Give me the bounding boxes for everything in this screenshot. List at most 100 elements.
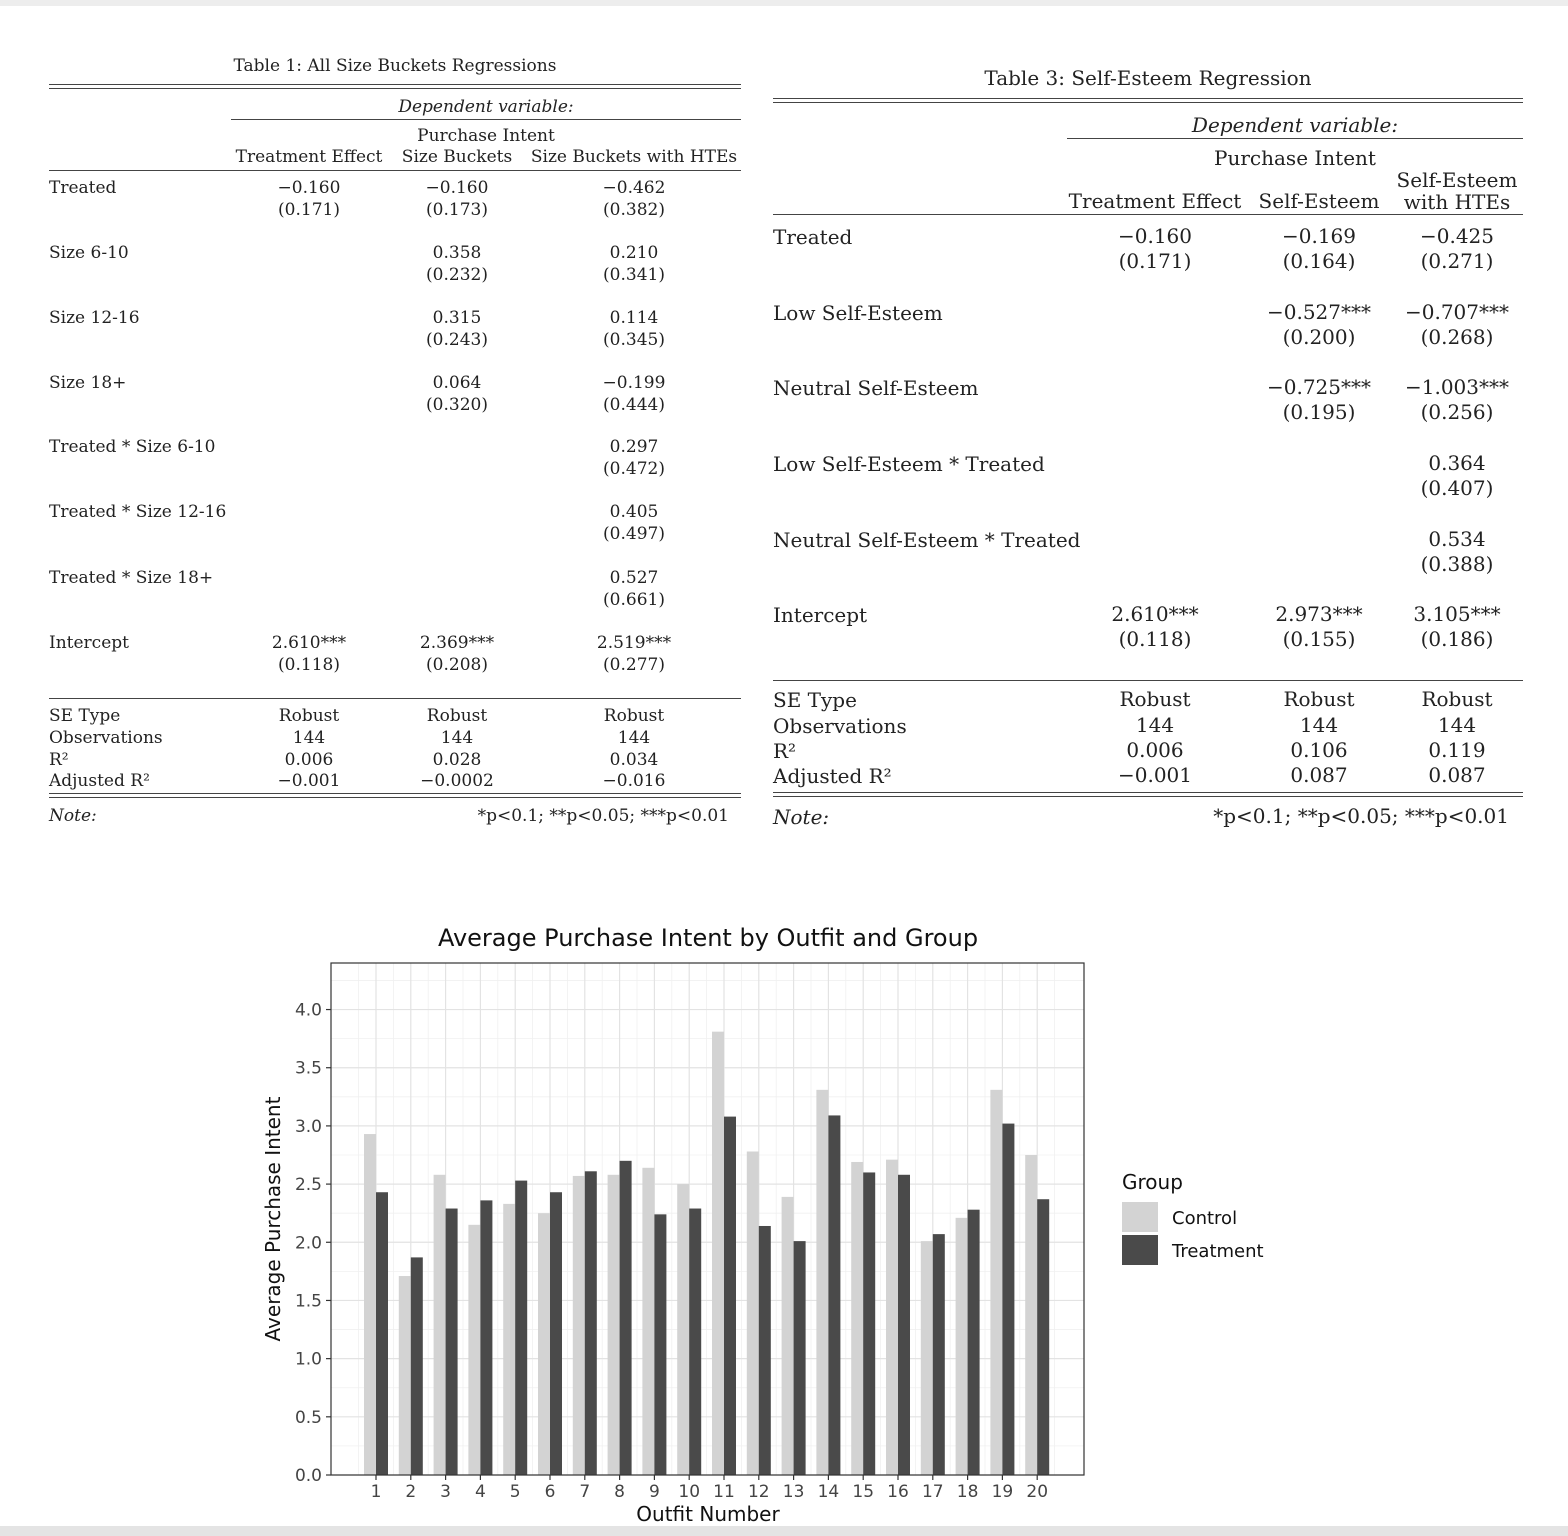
table-3-coef: −0.169: [1281, 224, 1356, 248]
table-3-se: (0.271): [1420, 249, 1494, 273]
table-1-bottom-rule-2: [49, 797, 741, 798]
bar-control-outfit-7: [572, 1175, 585, 1475]
x-tick-label: 10: [678, 1482, 700, 1502]
bar-treatment-outfit-3: [445, 1208, 458, 1475]
table-3-title: Table 3: Self-Esteem Regression: [984, 66, 1312, 90]
table-3-note-label: Note:: [773, 805, 830, 829]
table-3: Table 3: Self-Esteem Regression Dependen…: [773, 0, 1523, 840]
table-1-stat-value: −0.016: [602, 771, 666, 791]
table-1-note-text: *p<0.1; **p<0.05; ***p<0.01: [477, 806, 729, 826]
table-1-top-rule-2: [49, 88, 741, 89]
table-1-bottom-rule: [49, 793, 741, 794]
x-tick-label: 16: [887, 1482, 909, 1502]
table-1-se: (0.661): [603, 590, 665, 610]
table-3-se: (0.256): [1420, 400, 1494, 424]
bar-treatment-outfit-18: [967, 1209, 980, 1475]
chart-title: Average Purchase Intent by Outfit and Gr…: [438, 924, 978, 952]
table-1-top-rule: [49, 84, 741, 85]
bar-treatment-outfit-12: [758, 1225, 771, 1475]
bar-treatment-outfit-4: [480, 1200, 493, 1475]
table-3-dep-var-label: Dependent variable:: [1191, 113, 1399, 137]
bar-control-outfit-9: [642, 1167, 655, 1475]
table-3-coef: −0.725***: [1266, 375, 1371, 399]
table-1-stat-value: Robust: [278, 706, 340, 726]
bar-treatment-outfit-17: [932, 1234, 945, 1475]
x-axis: 1 2 3 4 5 6 7 8 9 10 11 12 13 14 15 16 17 18 19 20: [371, 1475, 1048, 1502]
legend: Group Control Treatment: [1122, 1170, 1264, 1265]
table-3-se: (0.118): [1118, 627, 1192, 651]
table-3-coef: −1.003***: [1404, 375, 1509, 399]
table-3-top-rule-2: [773, 102, 1523, 103]
x-tick-label: 5: [510, 1482, 521, 1502]
table-3-coef: −0.707***: [1404, 300, 1509, 324]
legend-title: Group: [1122, 1170, 1183, 1194]
table-1-coef: −0.160: [277, 178, 341, 198]
table-1-coef: 0.064: [432, 373, 482, 393]
table-1-se: (0.382): [603, 200, 665, 220]
page-top-edge: [0, 0, 1568, 6]
x-tick-label: 8: [614, 1482, 625, 1502]
y-tick-label: 2.0: [295, 1233, 322, 1253]
table-3-top-rule: [773, 98, 1523, 99]
table-1-se: (0.232): [426, 265, 488, 285]
bar-control-outfit-5: [503, 1203, 516, 1475]
table-3-row-label: Neutral Self-Esteem: [773, 376, 979, 400]
table-3-row-label: Low Self-Esteem * Treated: [773, 452, 1045, 476]
table-3-col-header: Treatment Effect: [1068, 189, 1242, 213]
table-1-se: (0.341): [603, 265, 665, 285]
bar-control-outfit-8: [607, 1174, 620, 1475]
legend-swatch-treatment: [1122, 1235, 1158, 1265]
bar-control-outfit-18: [955, 1217, 968, 1475]
table-1-coef: 0.114: [609, 308, 659, 328]
x-tick-label: 6: [545, 1482, 556, 1502]
table-1-row-label: Size 18+: [49, 373, 127, 393]
bar-treatment-outfit-8: [619, 1160, 632, 1475]
table-3-se: (0.164): [1282, 249, 1356, 273]
x-tick-label: 1: [371, 1482, 382, 1502]
table-1-coef: 0.358: [432, 243, 482, 263]
table-3-stat-label: Observations: [773, 714, 907, 738]
table-1-se: (0.472): [603, 459, 665, 479]
table-1-coef: 0.210: [609, 243, 659, 263]
table-1-row-label: Treated: [49, 178, 117, 198]
bar-control-outfit-4: [468, 1224, 481, 1475]
x-tick-label: 12: [748, 1482, 770, 1502]
y-tick-label: 0.5: [295, 1408, 322, 1428]
table-3-se: (0.155): [1282, 627, 1356, 651]
table-3-coef: −0.160: [1117, 224, 1192, 248]
bar-treatment-outfit-5: [515, 1180, 528, 1475]
bar-treatment-outfit-16: [898, 1174, 910, 1475]
bar-control-outfit-11: [712, 1031, 724, 1475]
table-3-coef: 0.364: [1428, 451, 1486, 475]
bar-treatment-outfit-19: [1002, 1123, 1015, 1475]
legend-label-control: Control: [1172, 1208, 1237, 1229]
table-3-stat-value: 0.087: [1290, 763, 1348, 787]
table-1-row-label: Intercept: [49, 633, 129, 653]
table-1-coef: 0.315: [432, 308, 482, 328]
table-1-se: (0.320): [426, 395, 488, 415]
bar-treatment-outfit-6: [550, 1192, 562, 1475]
table-1-coef: 2.610***: [271, 633, 347, 653]
table-3-row-label: Low Self-Esteem: [773, 301, 943, 325]
y-tick-label: 3.0: [295, 1117, 322, 1137]
x-tick-label: 13: [783, 1482, 805, 1502]
table-3-row-label: Treated: [773, 225, 853, 249]
plot-border: [330, 962, 1085, 1476]
bar-treatment-outfit-11: [724, 1116, 736, 1475]
bar-control-outfit-14: [816, 1089, 829, 1475]
y-tick-label: 1.5: [295, 1291, 322, 1311]
table-3-row-label: Neutral Self-Esteem * Treated: [773, 528, 1081, 552]
y-tick-label: 1.0: [295, 1350, 322, 1370]
bar-control-outfit-2: [398, 1276, 411, 1475]
table-1-col-header: Treatment Effect: [235, 147, 383, 167]
table-1-stat-value: −0.001: [277, 771, 341, 791]
x-tick-label: 3: [440, 1482, 451, 1502]
bar-treatment-outfit-13: [793, 1241, 806, 1475]
table-1-se: (0.171): [278, 200, 340, 220]
table-3-stat-value: 0.087: [1428, 763, 1486, 787]
table-1-note-label: Note:: [49, 806, 97, 826]
table-1-se: (0.277): [603, 655, 665, 675]
table-3-se: (0.195): [1282, 400, 1356, 424]
x-tick-label: 11: [713, 1482, 735, 1502]
